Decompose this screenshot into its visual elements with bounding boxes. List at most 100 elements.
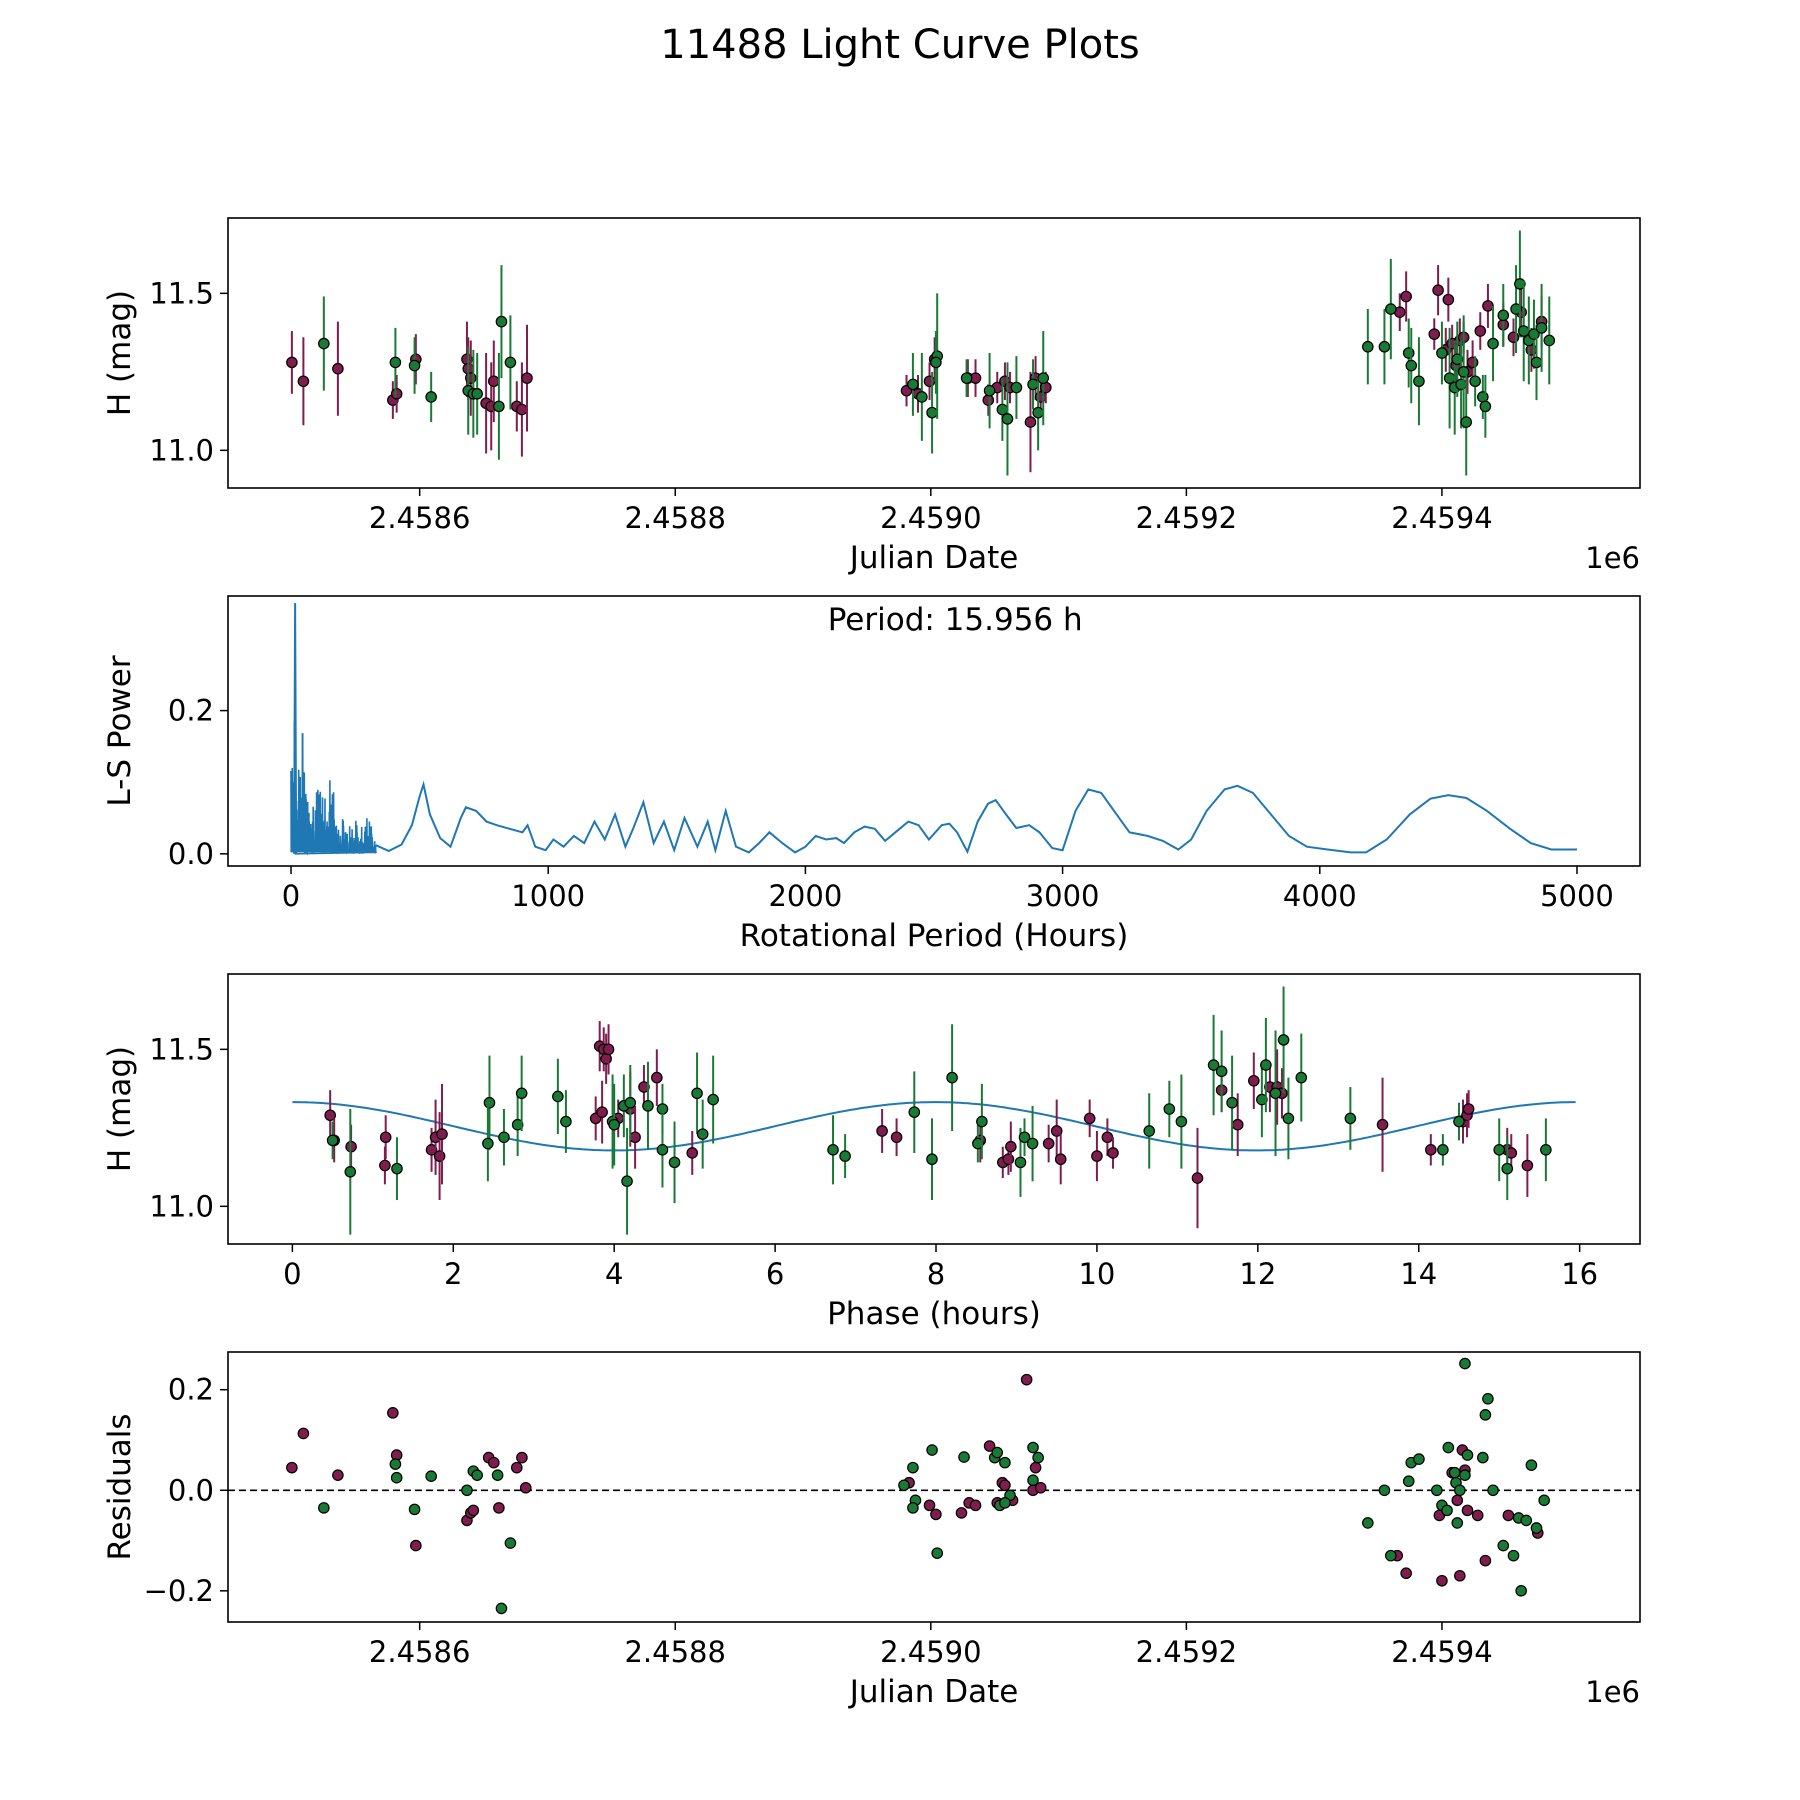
data-point (1143, 1125, 1156, 1137)
data-point (686, 1147, 699, 1159)
data-point (621, 1175, 633, 1188)
data-point (996, 403, 1009, 416)
data-point (1378, 340, 1391, 353)
data-point (436, 1128, 448, 1140)
data-point (1034, 391, 1047, 403)
periodogram-noise-line (290, 721, 377, 856)
data-point (379, 1131, 392, 1144)
data-point (1497, 309, 1510, 322)
phased-frame (227, 973, 1641, 1245)
data-point (1215, 1065, 1228, 1078)
data-point (955, 1507, 968, 1519)
data-point (1277, 1034, 1290, 1046)
data-point (890, 1131, 903, 1144)
data-point (1460, 416, 1473, 428)
x-tick-label: 4000 (1283, 879, 1357, 913)
data-point (1260, 1059, 1272, 1071)
data-point (1487, 337, 1499, 350)
data-point (926, 1153, 938, 1166)
data-point (389, 356, 402, 369)
x-tick-label: 1000 (511, 879, 585, 913)
period-annotation: Period: 15.956 h (828, 602, 1083, 638)
data-point (930, 1508, 942, 1521)
y-tick-label: 0.0 (168, 837, 214, 871)
data-point (519, 1481, 532, 1494)
y-tick-label: 11.5 (149, 1032, 214, 1066)
periodogram-frame (227, 595, 1641, 867)
data-point (1027, 378, 1039, 391)
data-point (1034, 1481, 1047, 1494)
residuals-marks (228, 1357, 1640, 1615)
data-point (982, 394, 995, 406)
x-axis-label: Phase (hours) (827, 1296, 1041, 1332)
x-tick-label: 2.4592 (1136, 501, 1237, 535)
data-point (1462, 1103, 1475, 1115)
data-point (1400, 290, 1412, 303)
data-point (461, 1484, 473, 1497)
y-tick-label: 11.5 (149, 276, 214, 310)
x-tick-label: 2000 (768, 879, 842, 913)
data-point (930, 356, 942, 369)
axis-offset-label: 1e6 (1585, 541, 1640, 575)
data-point (1466, 356, 1479, 369)
x-tick-label: 16 (1561, 1257, 1598, 1291)
data-point (1256, 1093, 1268, 1106)
data-point (1032, 406, 1044, 419)
data-point (958, 1451, 970, 1463)
data-point (318, 337, 330, 350)
x-tick-label: 2.4592 (1136, 1635, 1237, 1669)
data-point (1530, 356, 1543, 369)
x-tick-label: 4 (605, 1257, 623, 1291)
data-point (1175, 1115, 1188, 1128)
x-tick-label: 6 (766, 1257, 784, 1291)
data-point (1362, 340, 1374, 353)
data-point (387, 1407, 399, 1419)
data-point (1207, 1059, 1220, 1071)
data-point (1459, 1469, 1471, 1481)
data-point (839, 1150, 851, 1162)
data-point (1042, 1137, 1055, 1150)
data-point (425, 1470, 437, 1482)
data-point (908, 1106, 921, 1118)
y-tick-label: 0.0 (168, 1473, 214, 1507)
data-point (1514, 278, 1526, 290)
data-point (1455, 378, 1467, 391)
data-point (1014, 1156, 1027, 1169)
data-point (487, 1456, 500, 1469)
data-point (467, 1504, 480, 1517)
x-tick-label: 2.4588 (624, 1635, 725, 1669)
x-tick-label: 0 (282, 879, 300, 913)
data-point (1510, 303, 1522, 315)
x-tick-label: 14 (1400, 1257, 1437, 1291)
x-tick-label: 2.4586 (369, 1635, 470, 1669)
data-point (498, 1131, 510, 1144)
data-point (493, 400, 505, 413)
data-point (642, 1100, 654, 1112)
x-tick-label: 10 (1078, 1257, 1115, 1291)
x-tick-label: 2.4586 (369, 501, 470, 535)
y-axis-label: H (mag) (102, 1046, 138, 1172)
x-tick-label: 2.4588 (624, 501, 725, 535)
data-point (1540, 1144, 1552, 1156)
residuals-frame (227, 1351, 1641, 1623)
data-point (1493, 1144, 1506, 1156)
data-point (1376, 1118, 1389, 1131)
data-point (483, 1096, 496, 1109)
data-point (1451, 1517, 1464, 1529)
data-point (1501, 1162, 1514, 1175)
data-point (495, 315, 508, 328)
data-point (493, 1502, 505, 1514)
residuals-plot (220, 1351, 1641, 1630)
data-point (1405, 359, 1418, 372)
data-point (297, 1427, 310, 1440)
data-point (876, 1125, 888, 1137)
data-point (1385, 303, 1397, 315)
x-tick-label: 2.4594 (1391, 1635, 1492, 1669)
data-point (425, 391, 437, 403)
data-point (983, 384, 996, 397)
x-tick-label: 2 (444, 1257, 462, 1291)
data-point (1027, 1441, 1039, 1454)
data-point (656, 1144, 669, 1156)
data-point (1507, 1549, 1520, 1562)
